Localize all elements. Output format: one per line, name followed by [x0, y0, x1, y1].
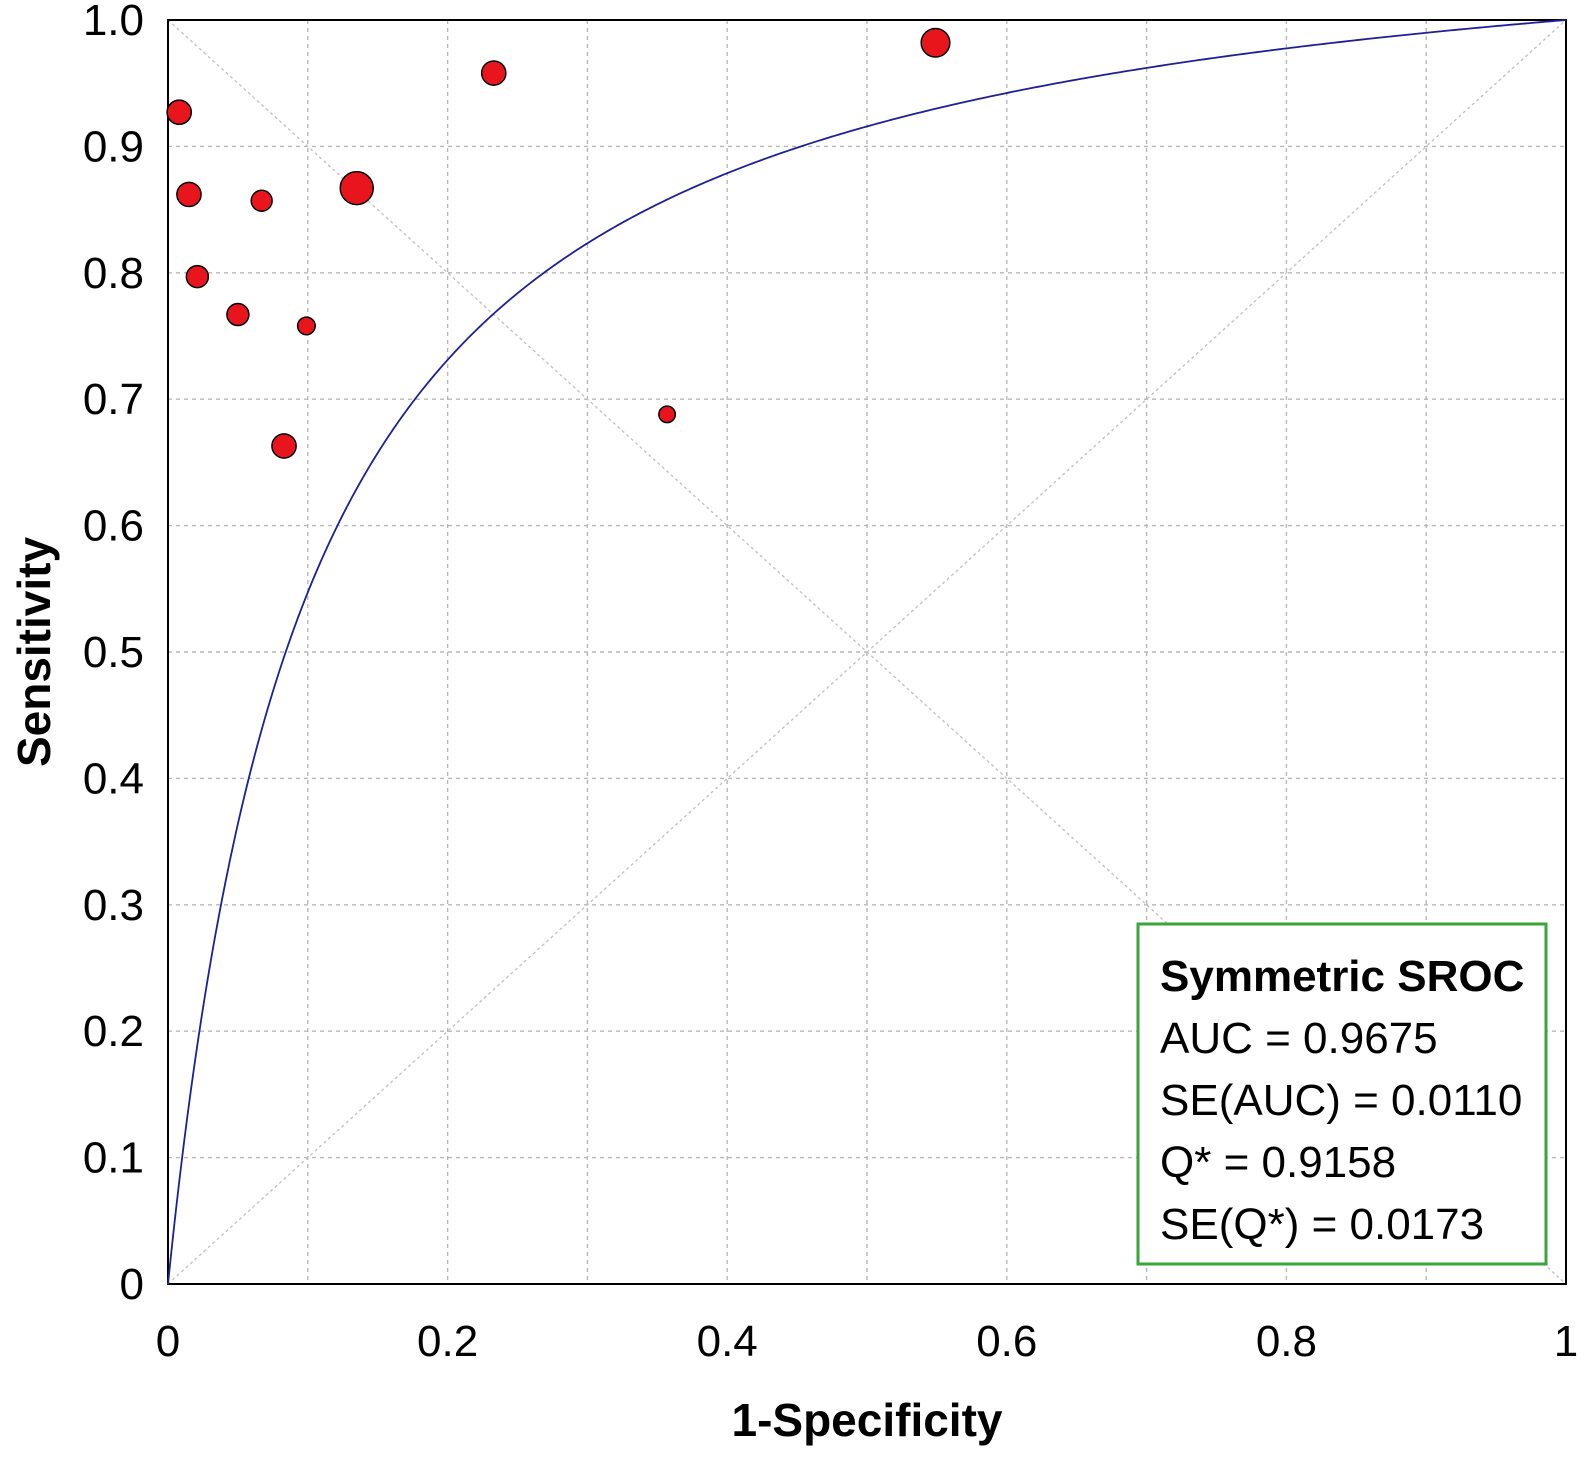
y-tick-label: 0.3	[83, 881, 144, 930]
y-tick-label: 0.2	[83, 1007, 144, 1056]
y-tick-label: 0.7	[83, 375, 144, 424]
plot-area-frame	[167, 19, 1567, 1285]
y-tick-label: 1.0	[83, 0, 144, 45]
x-axis-label: 1-Specificity	[732, 1394, 1003, 1446]
study-point	[250, 189, 273, 212]
y-axis-label: Sensitivity	[8, 537, 60, 768]
study-point	[271, 433, 297, 459]
study-point	[226, 302, 250, 327]
y-tick-label: 0.1	[83, 1134, 144, 1183]
anti-diagonal	[167, 19, 1567, 1285]
y-tick-labels: 0 0.1 0.2 0.3 0.4 0.5 0.6 0.7 0.8 0.9 1.0	[83, 0, 144, 1309]
x-tick-label: 0.2	[417, 1317, 478, 1366]
stats-box-border	[1136, 922, 1548, 1266]
x-tick-label: 1	[1554, 1317, 1578, 1366]
sroc-curve	[167, 19, 1567, 1285]
diagonal-lines	[167, 19, 1567, 1285]
x-tick-label: 0	[156, 1317, 180, 1366]
study-point	[185, 264, 210, 289]
stats-box: Symmetric SROC AUC = 0.9675 SE(AUC) = 0.…	[1136, 922, 1548, 1266]
study-point	[166, 99, 193, 126]
study-points	[166, 27, 951, 459]
y-tick-label: 0	[120, 1260, 144, 1309]
stats-title: Symmetric SROC	[1160, 952, 1524, 1001]
y-tick-label: 0.4	[83, 754, 144, 803]
x-tick-label: 0.6	[976, 1317, 1037, 1366]
y-tick-label: 0.6	[83, 502, 144, 551]
x-tick-label: 0.8	[1256, 1317, 1317, 1366]
y-tick-label: 0.5	[83, 628, 144, 677]
study-point	[920, 27, 951, 58]
stats-auc: AUC = 0.9675	[1160, 1014, 1438, 1063]
y-tick-label: 0.9	[83, 122, 144, 171]
stats-q-star: Q* = 0.9158	[1160, 1138, 1396, 1187]
grid	[168, 20, 1566, 1284]
study-point	[296, 316, 316, 336]
y-tick-label: 0.8	[83, 249, 144, 298]
study-point	[658, 405, 677, 424]
stats-se-auc: SE(AUC) = 0.0110	[1160, 1076, 1522, 1125]
x-tick-labels: 0 0.2 0.4 0.6 0.8 1	[156, 1317, 1578, 1366]
study-point	[176, 181, 202, 208]
stats-se-q-star: SE(Q*) = 0.0173	[1160, 1200, 1484, 1249]
x-tick-label: 0.4	[697, 1317, 758, 1366]
study-point	[480, 60, 507, 86]
study-point	[339, 170, 374, 206]
